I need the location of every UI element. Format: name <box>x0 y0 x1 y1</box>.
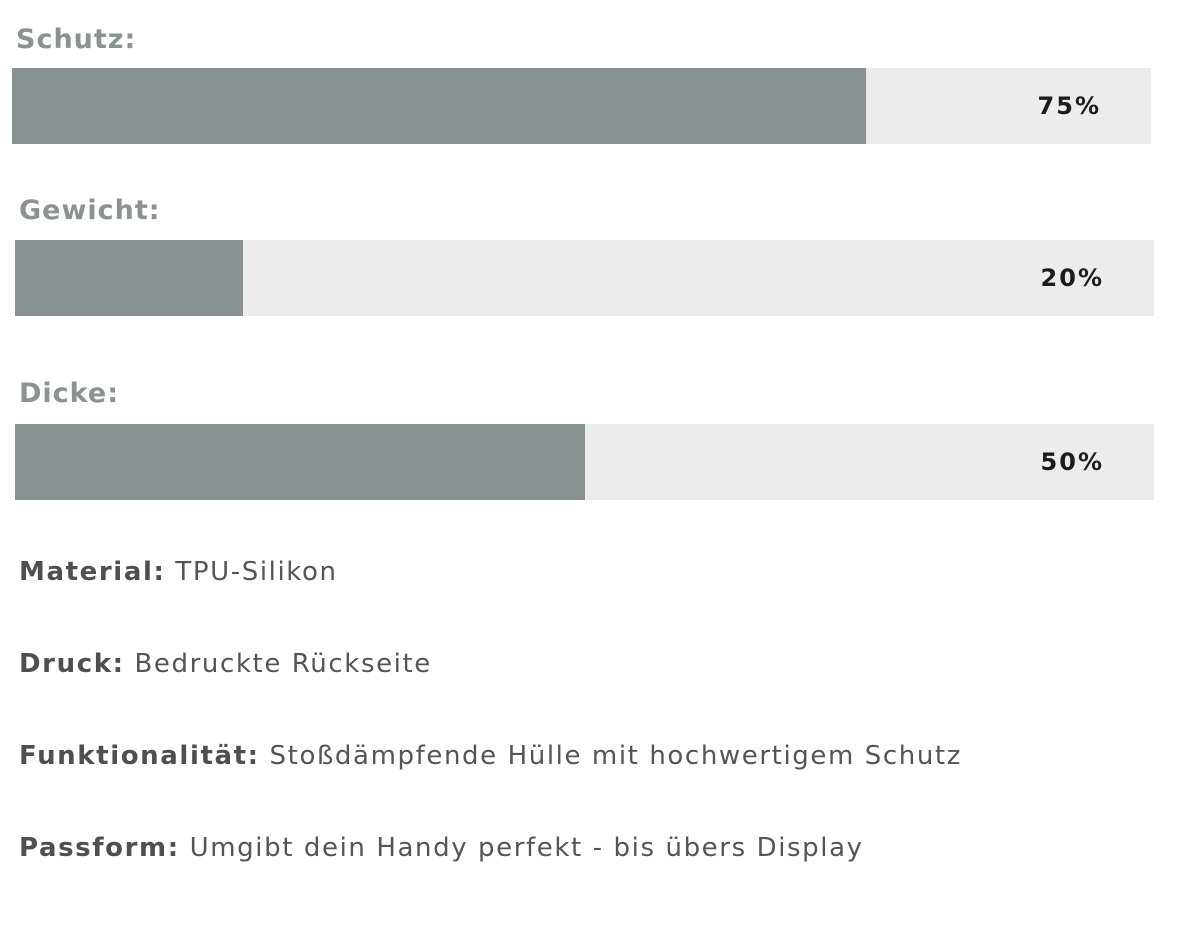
bar-value-label-dicke: 50% <box>1040 448 1104 476</box>
bar-label-gewicht: Gewicht: <box>19 195 161 226</box>
spec-passform-key: Passform: <box>19 833 180 863</box>
bar-fill-gewicht <box>15 240 243 316</box>
spec-funktionalitaet-key: Funktionalität: <box>19 741 260 771</box>
bar-label-schutz: Schutz: <box>16 24 137 55</box>
bar-fill-dicke <box>15 424 585 500</box>
bar-track-gewicht: 20% <box>15 240 1154 316</box>
bar-value-label-gewicht: 20% <box>1040 264 1104 292</box>
spec-passform: Passform: Umgibt dein Handy perfekt - bi… <box>19 835 864 861</box>
spec-material: Material: TPU-Silikon <box>19 559 338 585</box>
spec-druck-key: Druck: <box>19 649 125 679</box>
spec-funktionalitaet: Funktionalität: Stoßdämpfende Hülle mit … <box>19 743 962 769</box>
spec-material-value: TPU-Silikon <box>175 557 338 587</box>
bar-value-label-schutz: 75% <box>1037 92 1101 120</box>
spec-druck-value: Bedruckte Rückseite <box>134 649 432 679</box>
spec-funktionalitaet-value: Stoßdämpfende Hülle mit hochwertigem Sch… <box>269 741 962 771</box>
spec-passform-value: Umgibt dein Handy perfekt - bis übers Di… <box>189 833 864 863</box>
spec-material-key: Material: <box>19 557 166 587</box>
spec-druck: Druck: Bedruckte Rückseite <box>19 651 432 677</box>
bar-track-dicke: 50% <box>15 424 1154 500</box>
bar-label-dicke: Dicke: <box>19 378 120 409</box>
bar-track-schutz: 75% <box>12 68 1151 144</box>
bar-fill-schutz <box>12 68 867 144</box>
